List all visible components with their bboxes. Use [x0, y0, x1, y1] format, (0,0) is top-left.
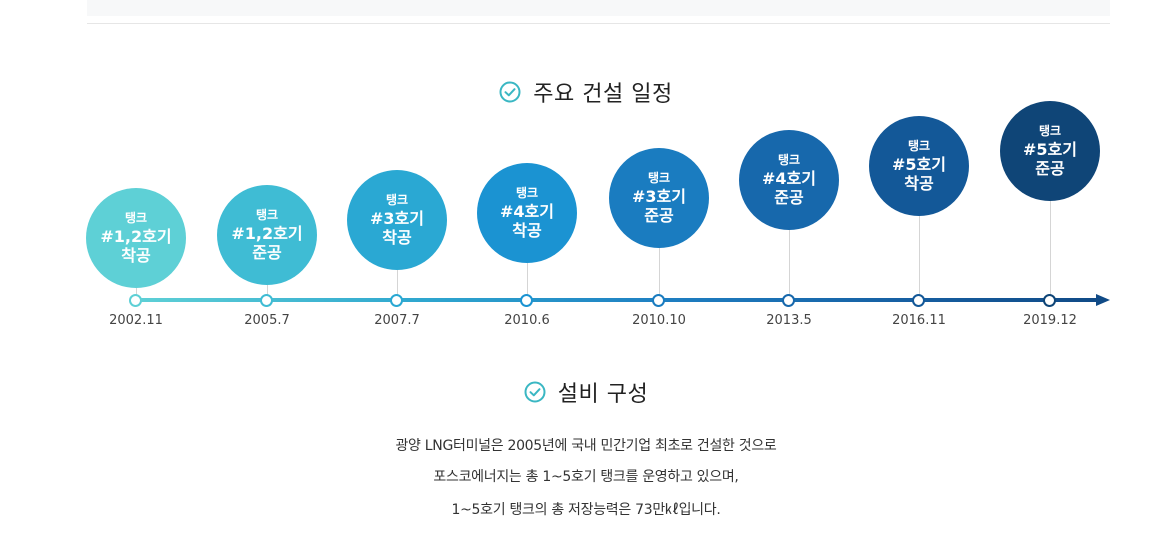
milestone-label-top: 탱크 — [907, 138, 931, 153]
facility-title: 설비 구성 — [0, 376, 1172, 408]
milestone-label-main: #4호기 — [500, 202, 554, 221]
construction-timeline: 탱크 #1,2호기 착공 2002.11 탱크 #1,2호기 준공 2005.7 탱크 #3호기 착… — [86, 101, 1110, 328]
milestone-circle: 탱크 #5호기 착공 — [869, 116, 969, 216]
milestone-label-bottom: 준공 — [644, 206, 674, 226]
milestone-date: 2007.7 — [374, 313, 420, 328]
milestone-label-top: 탱크 — [777, 152, 801, 167]
milestone-circle: 탱크 #4호기 착공 — [477, 163, 577, 263]
facility-title-text: 설비 구성 — [557, 382, 649, 407]
milestone-stem — [527, 263, 528, 296]
check-circle-icon — [524, 381, 546, 403]
top-divider — [87, 23, 1110, 24]
milestone-dot — [1043, 294, 1056, 307]
milestone-stem — [789, 230, 790, 296]
milestone-dot — [782, 294, 795, 307]
milestone-circle: 탱크 #4호기 준공 — [739, 130, 839, 230]
milestone-dot — [652, 294, 665, 307]
milestone-label-main: #4호기 — [762, 169, 816, 188]
milestone-stem — [919, 216, 920, 296]
milestone-stem — [136, 288, 137, 296]
schedule-title: 주요 건설 일정 — [0, 76, 1172, 108]
milestone-label-top: 탱크 — [255, 207, 279, 222]
milestone-label-main: #1,2호기 — [231, 224, 303, 243]
milestone-label-top: 탱크 — [515, 185, 539, 200]
milestone-label-top: 탱크 — [385, 192, 409, 207]
description-line: 포스코에너지는 총 1~5호기 탱크를 운영하고 있으며, — [433, 469, 739, 485]
milestone-circle: 탱크 #3호기 준공 — [609, 148, 709, 248]
milestone-label-top: 탱크 — [1038, 123, 1062, 138]
milestone-dot — [912, 294, 925, 307]
check-circle-icon — [499, 81, 521, 103]
milestone-date: 2016.11 — [892, 313, 946, 328]
milestone-stem — [267, 285, 268, 296]
description-line: 1~5호기 탱크의 총 저장능력은 73만㎘입니다. — [451, 502, 721, 518]
milestone-label-bottom: 착공 — [904, 174, 934, 194]
milestone-dot — [260, 294, 273, 307]
milestone-date: 2010.6 — [504, 313, 550, 328]
milestone-date: 2002.11 — [109, 313, 163, 328]
milestone-dot — [129, 294, 142, 307]
milestone-circle: 탱크 #5호기 준공 — [1000, 101, 1100, 201]
milestone-dot — [520, 294, 533, 307]
milestone-circle: 탱크 #1,2호기 준공 — [217, 185, 317, 285]
milestone-label-bottom: 착공 — [121, 246, 151, 266]
top-bar — [87, 0, 1110, 16]
milestone-stem — [659, 248, 660, 296]
milestone-date: 2005.7 — [244, 313, 290, 328]
milestone-date: 2013.5 — [766, 313, 812, 328]
milestone-stem — [1050, 201, 1051, 296]
milestone-dot — [390, 294, 403, 307]
milestone-label-bottom: 준공 — [774, 188, 804, 208]
milestone-label-top: 탱크 — [647, 170, 671, 185]
description-line: 광양 LNG터미널은 2005년에 국내 민간기업 최초로 건설한 것으로 — [395, 438, 777, 454]
milestone-label-bottom: 착공 — [512, 221, 542, 241]
milestone-label-main: #3호기 — [370, 209, 424, 228]
milestone-label-bottom: 착공 — [382, 228, 412, 248]
schedule-title-text: 주요 건설 일정 — [533, 82, 673, 107]
milestone-circle: 탱크 #3호기 착공 — [347, 170, 447, 270]
milestone-label-main: #1,2호기 — [100, 227, 172, 246]
milestone-stem — [397, 270, 398, 296]
milestone-label-main: #5호기 — [892, 155, 946, 174]
milestone-label-main: #3호기 — [632, 187, 686, 206]
milestone-date: 2010.10 — [632, 313, 686, 328]
timeline-axis — [136, 298, 1098, 302]
milestone-label-bottom: 준공 — [1035, 159, 1065, 179]
timeline-arrow-icon — [1096, 294, 1110, 306]
milestone-date: 2019.12 — [1023, 313, 1077, 328]
milestone-circle: 탱크 #1,2호기 착공 — [86, 188, 186, 288]
milestone-label-main: #5호기 — [1023, 140, 1077, 159]
milestone-label-bottom: 준공 — [252, 243, 282, 263]
milestone-label-top: 탱크 — [124, 210, 148, 225]
